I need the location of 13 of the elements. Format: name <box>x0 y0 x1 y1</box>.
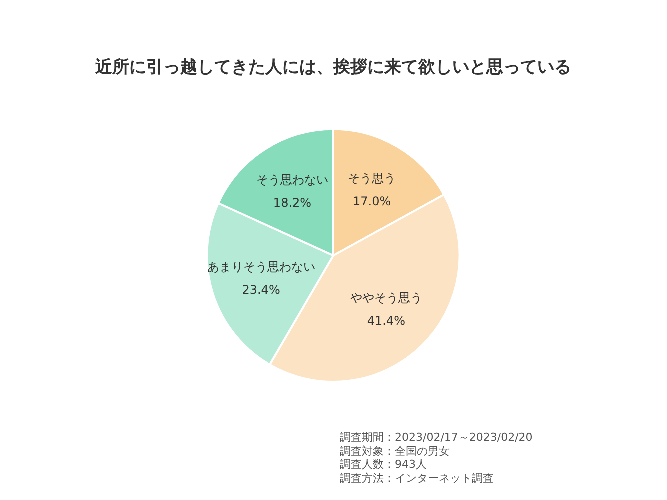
text: 調査期間：2023/02/17～2023/02/20 <box>340 431 533 444</box>
slice-label: そう思わない <box>256 173 328 188</box>
chart-title: 近所に引っ越してきた人には、挨拶に来て欲しいと思っている <box>94 58 572 78</box>
data-label: 41.4% <box>367 314 406 328</box>
slice-label: ややそう思う <box>350 291 422 306</box>
text: 調査方法：インターネット調査 <box>340 472 495 485</box>
text: 調査対象：全国の男女 <box>340 444 451 458</box>
text: 調査人数：943人 <box>340 458 428 472</box>
data-label: 17.0% <box>353 194 392 209</box>
slice-label: そう思う <box>348 172 396 186</box>
data-label: 23.4% <box>242 282 280 297</box>
slice-label: あまりそう思わない <box>207 260 316 274</box>
data-label: 18.2% <box>273 196 312 210</box>
